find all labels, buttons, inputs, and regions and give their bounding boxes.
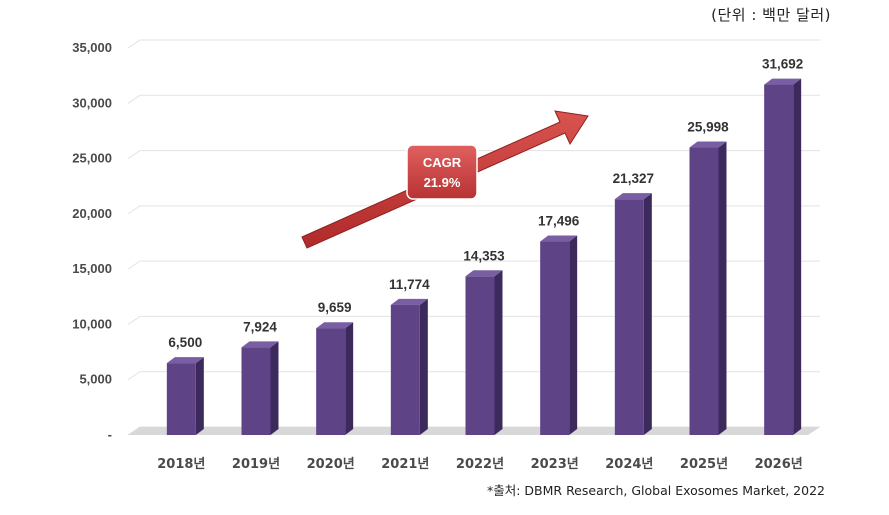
gridline (127, 205, 820, 215)
bar-side (270, 341, 279, 435)
bar (241, 341, 279, 435)
data-label: 31,692 (762, 57, 803, 72)
bar (316, 322, 354, 435)
bar-side (569, 235, 578, 435)
x-tick-label: 2020년 (307, 457, 355, 472)
y-tick-label: 30,000 (72, 95, 112, 110)
bar-front (390, 304, 420, 435)
cagr-label: CAGR (423, 155, 462, 170)
x-tick-label: 2018년 (157, 457, 205, 472)
bar-side (494, 270, 503, 435)
gridline (127, 315, 820, 325)
bar-front (540, 241, 570, 435)
bar-front (465, 276, 495, 435)
bar-front (614, 199, 644, 435)
data-label: 7,924 (243, 319, 277, 334)
x-tick-label: 2026년 (755, 457, 803, 472)
bar-side (419, 298, 428, 435)
bar-front (166, 363, 196, 435)
bar-top (316, 322, 354, 329)
y-tick-label: 20,000 (72, 206, 112, 221)
bars (166, 78, 802, 435)
gridline (127, 94, 820, 104)
cagr-arrow: CAGR 21.9% (301, 110, 589, 249)
y-tick-label: 35,000 (72, 40, 112, 55)
gridline (127, 150, 820, 159)
gridline (127, 39, 820, 49)
bar-front (764, 84, 794, 435)
bar-top (241, 341, 279, 348)
x-tick-label: 2019년 (232, 457, 280, 472)
bar (166, 357, 204, 435)
source-note: *출처: DBMR Research, Global Exosomes Mark… (486, 483, 825, 498)
bar-top (390, 298, 428, 305)
y-axis: - 5,000 10,000 15,000 20,000 25,000 30,000 35,0… (72, 40, 112, 442)
cagr-box (406, 144, 478, 200)
x-tick-label: 2024년 (605, 457, 653, 472)
data-label: 11,774 (389, 277, 430, 292)
x-tick-label: 2021년 (381, 457, 429, 472)
bar-top (689, 141, 727, 148)
bar (764, 78, 802, 435)
y-tick-label: 5,000 (79, 372, 112, 387)
bar-side (718, 141, 727, 435)
bar-front (316, 328, 346, 435)
bar-front (689, 147, 719, 435)
bar (465, 270, 503, 435)
bar-side (643, 193, 652, 435)
bar-side (195, 357, 204, 435)
x-tick-label: 2022년 (456, 457, 504, 472)
bar-side (345, 322, 354, 435)
bar-front (241, 347, 271, 435)
bar-top (465, 270, 503, 277)
cagr-value: 21.9% (424, 175, 461, 190)
bar-top (614, 193, 652, 200)
y-tick-label: 15,000 (72, 261, 112, 276)
unit-label: (단위 : 백만 달러) (711, 6, 831, 24)
gridline (127, 371, 820, 381)
data-label: 9,659 (318, 300, 352, 315)
data-label: 17,496 (538, 214, 580, 229)
data-label: 21,327 (613, 171, 654, 186)
data-label: 25,998 (687, 120, 729, 135)
bar (689, 141, 727, 435)
bar (540, 235, 578, 435)
data-labels: 6,500 7,924 9,659 11,774 14,353 17,496 21,327 2… (168, 57, 803, 351)
x-tick-label: 2023년 (531, 457, 579, 472)
bar-top (764, 78, 802, 85)
bar (614, 193, 652, 435)
y-tick-label: 25,000 (72, 151, 112, 166)
x-axis: 2018년 2019년 2020년 2021년 2022년 2023년 2024년 2025년… (157, 457, 802, 472)
gridline (127, 260, 820, 270)
bar (390, 298, 428, 435)
bar-top (166, 357, 204, 364)
x-tick-label: 2025년 (680, 457, 728, 472)
data-label: 6,500 (168, 335, 202, 350)
y-tick-label: 10,000 (72, 316, 112, 331)
bar-top (540, 235, 578, 242)
y-tick-label: - (108, 427, 112, 442)
bar-side (793, 78, 802, 435)
data-label: 14,353 (463, 248, 505, 263)
